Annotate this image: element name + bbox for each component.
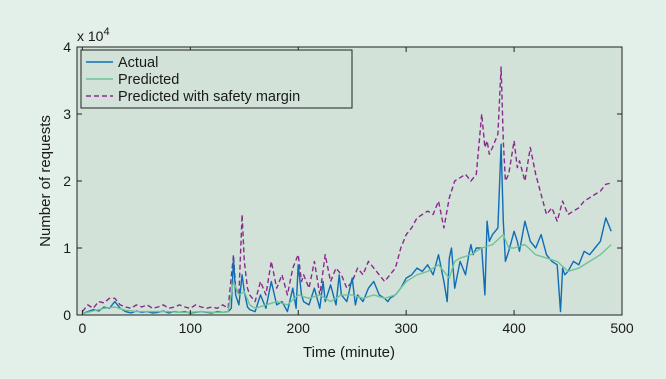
legend-label-actual: Actual (118, 55, 158, 71)
x-tick-label: 300 (394, 320, 418, 336)
x-tick-label: 500 (610, 320, 634, 336)
y-exponent-label: x 104 (77, 26, 110, 44)
series-predicted-margin-line (81, 66, 612, 313)
x-tick-label: 200 (287, 320, 311, 336)
legend-label-predicted: Predicted (118, 72, 179, 88)
y-exponent-base: x 10 (77, 28, 104, 44)
y-tick-label: 1 (63, 240, 71, 256)
x-tick-label: 400 (502, 320, 526, 336)
x-tick-label: 0 (78, 320, 86, 336)
legend-box (80, 49, 353, 109)
x-tick-label: 100 (179, 320, 203, 336)
legend-label-predicted-margin: Predicted with safety margin (118, 89, 300, 105)
y-axis-label: Number of requests (37, 115, 54, 247)
tick-layer: 0 100 200 300 400 500 0 1 2 3 4 (63, 39, 634, 336)
series-layer (81, 66, 612, 315)
y-tick-label: 4 (63, 39, 71, 55)
y-tick-label: 3 (63, 106, 71, 122)
x-axis-label: Time (minute) (303, 344, 395, 361)
y-tick-label: 0 (63, 307, 71, 323)
y-tick-label: 2 (63, 173, 71, 189)
y-exponent-power: 4 (103, 26, 109, 38)
series-predicted-line (82, 233, 612, 315)
legend: Actual Predicted Predicted with safety m… (80, 49, 353, 109)
